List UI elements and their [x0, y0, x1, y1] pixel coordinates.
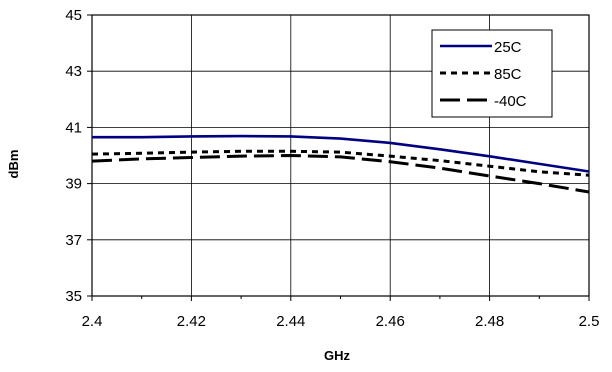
- x-tick-label: 2.4: [82, 313, 103, 330]
- y-tick-label: 39: [65, 176, 82, 193]
- x-tick-label: 2.42: [177, 313, 206, 330]
- y-tick-label: 41: [65, 119, 82, 136]
- y-tick-label: 43: [65, 63, 82, 80]
- y-axis-title: dBm: [6, 150, 21, 179]
- series-line-2: [91, 154, 590, 194]
- y-tick-label: 37: [65, 232, 82, 249]
- series-lines: [91, 134, 590, 194]
- y-axis: 35 37 39 41 43 45: [65, 7, 92, 305]
- x-tick-label: 2.5: [579, 313, 600, 330]
- x-axis-title: GHz: [324, 348, 351, 363]
- legend-label-1: 85C: [494, 66, 522, 83]
- legend: 25C 85C -40C: [431, 29, 553, 118]
- x-tick-label: 2.44: [276, 313, 305, 330]
- x-tick-label: 2.46: [376, 313, 405, 330]
- series-line-1: [91, 149, 590, 177]
- y-tick-label: 45: [65, 7, 82, 24]
- x-tick-label: 2.48: [475, 313, 504, 330]
- legend-label-2: -40C: [494, 93, 527, 110]
- legend-label-0: 25C: [494, 39, 522, 56]
- y-tick-label: 35: [65, 288, 82, 305]
- x-axis: 2.4 2.42 2.44 2.46 2.48 2.5: [82, 296, 600, 330]
- series-line-0: [92, 134, 590, 173]
- legend-box: [431, 29, 553, 118]
